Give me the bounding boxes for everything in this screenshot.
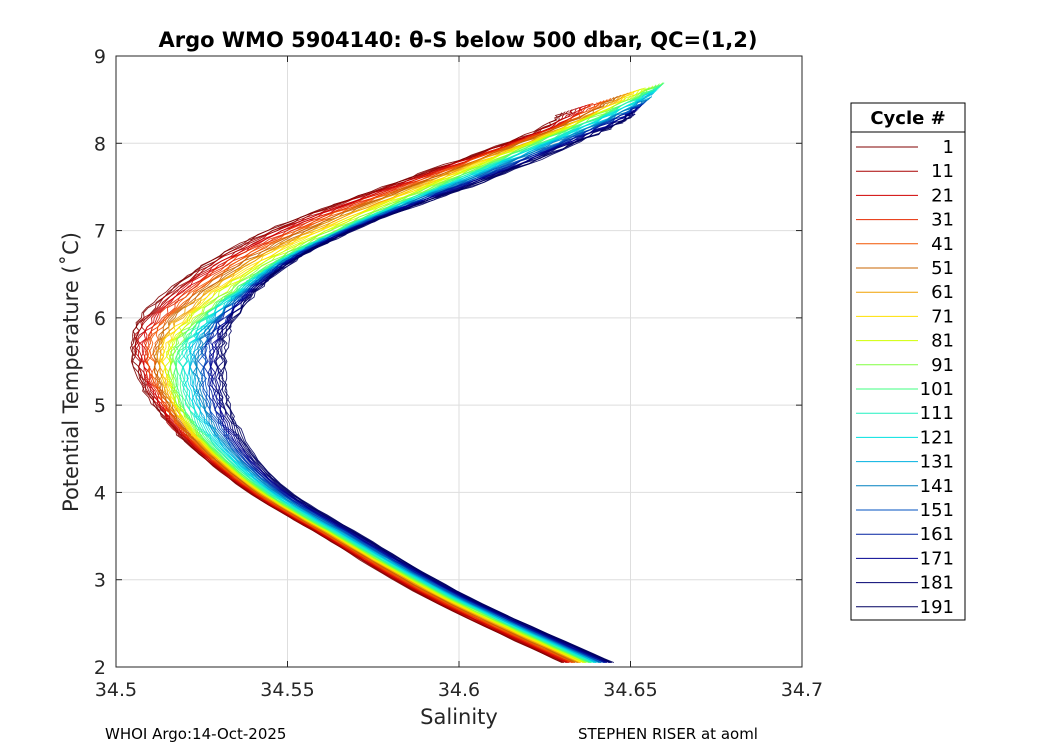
profile-curve [197, 100, 648, 664]
legend-entry-label: 181 [920, 573, 954, 594]
legend-entry-label: 31 [931, 210, 954, 231]
legend-entry-label: 141 [920, 476, 954, 497]
legend-entry-label: 161 [920, 524, 954, 545]
footer-left: WHOI Argo:14-Oct-2025 [105, 725, 287, 743]
legend-entry-label: 151 [920, 500, 954, 521]
x-tick-label: 34.5 [95, 679, 137, 701]
profile-curve [177, 85, 661, 664]
profile-curve [161, 88, 643, 664]
y-axis-label: Potential Temperature (˚C) [59, 232, 83, 512]
legend: Cycle # 11121314151617181911011111211311… [850, 102, 966, 621]
legend-entry-label: 101 [920, 379, 954, 400]
legend-entry-label: 71 [931, 306, 954, 327]
y-tick-label: 7 [94, 221, 106, 243]
legend-entry-label: 81 [931, 331, 954, 352]
legend-entry-label: 171 [920, 548, 954, 569]
legend-entry-label: 121 [920, 427, 954, 448]
y-tick-label: 8 [94, 133, 106, 155]
legend-entry-label: 61 [931, 282, 954, 303]
profile-curve [192, 96, 651, 664]
legend-entry-label: 21 [931, 185, 954, 206]
legend-entry-label: 41 [931, 234, 954, 255]
profile-curve [173, 83, 664, 664]
profile-curve [202, 102, 645, 664]
profile-curves [129, 82, 665, 664]
footer-right: STEPHEN RISER at aoml [578, 725, 758, 743]
profile-curve [189, 91, 656, 664]
y-tick-label: 3 [94, 570, 106, 592]
legend-entry-label: 111 [920, 403, 954, 424]
y-tick-label: 5 [94, 395, 106, 417]
y-tick-label: 6 [94, 308, 106, 330]
chart-title: Argo WMO 5904140: θ-S below 500 dbar, QC… [159, 28, 758, 52]
legend-title: Cycle # [870, 108, 945, 129]
profile-curve [159, 90, 636, 664]
y-tick-label: 2 [94, 657, 106, 679]
x-tick-label: 34.7 [781, 679, 823, 701]
y-tick-label: 4 [94, 482, 106, 504]
legend-entry-label: 51 [931, 258, 954, 279]
profile-curve [219, 114, 634, 664]
y-tick-label: 9 [94, 46, 106, 68]
profile-curve [134, 108, 577, 664]
legend-entries: 1112131415161718191101111121131141151161… [856, 137, 954, 618]
profile-curve [207, 105, 642, 664]
x-axis-label: Salinity [420, 705, 498, 729]
x-tick-label: 34.55 [260, 679, 314, 701]
x-tick-label: 34.6 [438, 679, 480, 701]
profile-curve [224, 117, 631, 664]
legend-entry-label: 1 [943, 137, 954, 158]
profile-curve [131, 110, 570, 663]
axis-ticks: 34.5 34.55 34.6 34.65 34.7 2 3 4 5 6 7 8 9 [94, 46, 823, 701]
legend-entry-label: 131 [920, 452, 954, 473]
legend-entry-label: 91 [931, 355, 954, 376]
x-tick-label: 34.65 [603, 679, 657, 701]
legend-entry-label: 191 [920, 597, 954, 618]
legend-entry-label: 11 [931, 161, 954, 182]
